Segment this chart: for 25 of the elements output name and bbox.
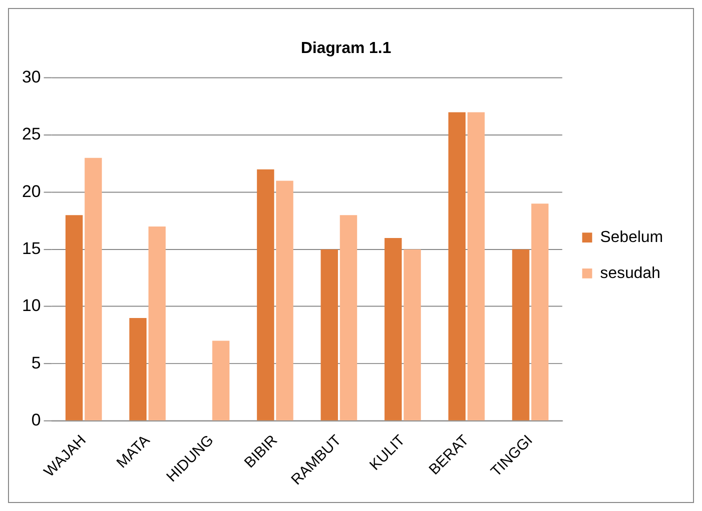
bar — [84, 158, 102, 420]
y-tick-label: 0 — [31, 410, 41, 430]
y-tick-label: 5 — [31, 353, 41, 372]
bar — [467, 112, 485, 420]
bar — [276, 180, 294, 420]
y-tick-label: 30 — [22, 68, 41, 87]
bar — [129, 318, 147, 420]
bar — [148, 226, 166, 420]
bar — [512, 249, 530, 420]
y-tick-label: 20 — [22, 182, 41, 201]
bar — [66, 215, 83, 420]
bar — [531, 204, 549, 420]
bar — [448, 112, 466, 420]
bar — [256, 169, 274, 420]
bar — [320, 249, 338, 420]
bar — [212, 340, 230, 420]
y-tick-label: 25 — [22, 124, 41, 144]
legend-label: sesudah — [600, 264, 660, 282]
bar — [404, 249, 421, 420]
bar — [384, 238, 402, 420]
legend-label: Sebelum — [600, 228, 664, 246]
y-tick-label: 15 — [22, 239, 41, 258]
chart-title: Diagram 1.1 — [300, 40, 392, 57]
y-tick-label: 10 — [22, 296, 41, 316]
bar — [340, 215, 358, 420]
